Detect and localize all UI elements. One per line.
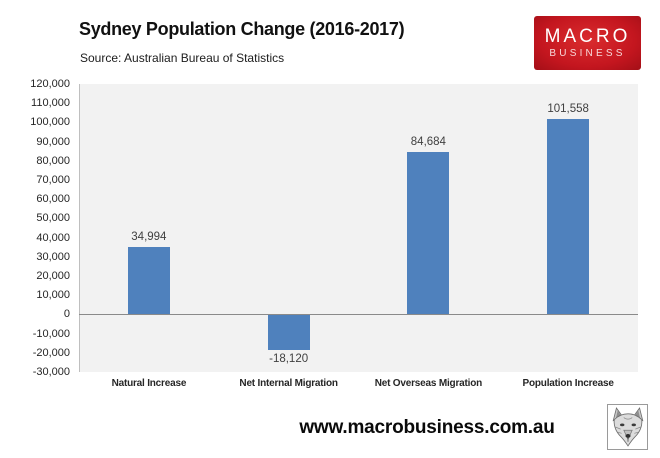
wolf-head-drawing — [612, 407, 643, 447]
y-tick-label: 40,000 — [36, 231, 70, 244]
zero-axis-line — [79, 314, 638, 315]
y-tick-label: 110,000 — [31, 97, 70, 110]
bar-net-internal-migration — [267, 315, 310, 351]
wolf-logo-icon — [607, 404, 648, 450]
y-tick-label: 70,000 — [36, 174, 70, 186]
logo-text-business: BUSINESS — [549, 48, 626, 59]
x-category-label: Net Overseas Migration — [374, 378, 483, 389]
value-label: 84,684 — [410, 135, 446, 148]
y-tick-label: -30,000 — [32, 366, 70, 378]
y-tick-label: 100,000 — [30, 116, 70, 129]
y-tick-label: -20,000 — [32, 346, 70, 359]
bar-net-overseas-migration — [407, 151, 450, 315]
value-label: 101,558 — [547, 103, 589, 116]
y-tick-label: 90,000 — [36, 135, 70, 148]
y-tick-label: 10,000 — [36, 289, 70, 302]
value-label: 34,994 — [131, 231, 167, 244]
logo-text-macro: MACRO — [544, 26, 631, 47]
y-tick-label: 30,000 — [36, 250, 70, 263]
x-category-label: Net Internal Migration — [239, 378, 338, 389]
x-axis-labels: Natural Increase Net Internal Migration Ne… — [79, 378, 638, 394]
website-url: www.macrobusiness.com.au — [299, 417, 555, 438]
y-tick-label: 0 — [63, 308, 70, 321]
x-category-label: Population Increase — [522, 378, 614, 389]
plot-area: 34,994 -18,120 84,684 101,558 — [79, 84, 638, 372]
macrobusiness-logo: MACRO BUSINESS — [534, 16, 641, 70]
y-tick-label: 80,000 — [36, 154, 70, 167]
chart-source: Source: Australian Bureau of Statistics — [80, 51, 285, 65]
value-label: -18,120 — [269, 353, 309, 366]
y-tick-label: -10,000 — [32, 327, 70, 340]
y-tick-label: 60,000 — [36, 193, 70, 206]
y-axis-line — [79, 84, 80, 372]
y-tick-label: 50,000 — [36, 212, 70, 225]
chart-title: Sydney Population Change (2016-2017) — [79, 19, 405, 39]
y-tick-label: 120,000 — [30, 78, 70, 90]
y-axis: 120,000 110,000 100,000 90,000 80,000 70,000 6… — [0, 78, 70, 378]
x-category-label: Natural Increase — [111, 378, 187, 389]
bar-population-increase — [547, 119, 590, 315]
y-tick-label: 20,000 — [36, 270, 70, 282]
bar-natural-increase — [127, 247, 170, 315]
